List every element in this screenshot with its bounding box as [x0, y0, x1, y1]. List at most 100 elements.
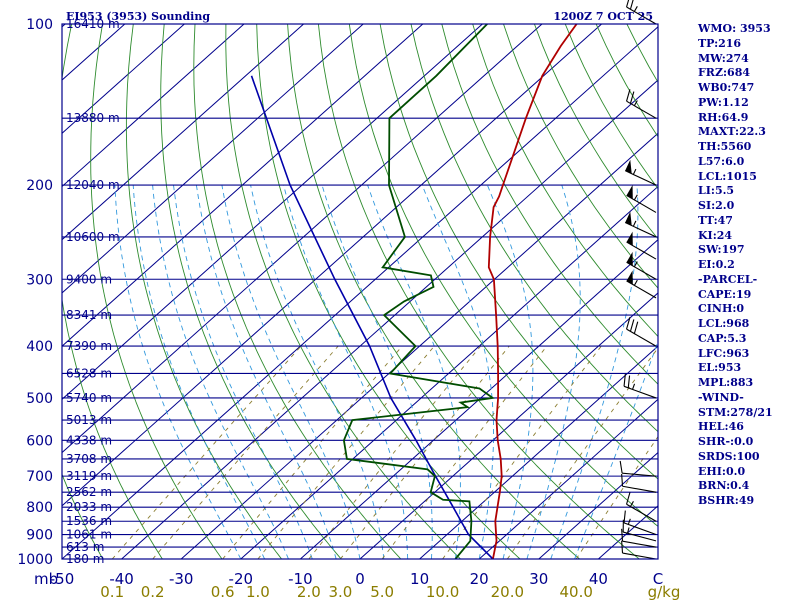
pressure-unit-label: mb: [34, 570, 58, 588]
index-item: SW:197: [698, 243, 745, 257]
stability-indices-panel: WMO: 3953 TP:216 MW:274 FRZ:684 WB0:747 PW:1.…: [698, 22, 798, 509]
isotherm-line: [180, 132, 658, 559]
isotherm-line: [62, 24, 602, 507]
isotherm-line: [62, 26, 658, 559]
temperature-tick-label: 20: [470, 570, 489, 588]
isotherm-line: [62, 24, 483, 401]
index-item: WB0:747: [698, 81, 755, 94]
temperature-tick-label: -10: [288, 570, 313, 588]
temperature-tick-label: -50: [50, 570, 75, 588]
wind-barb-staff: [623, 522, 657, 536]
index-item: -PARCEL-: [698, 272, 758, 286]
wind-barb: [626, 317, 657, 347]
height-label: 16410 m: [66, 17, 120, 31]
isotherm-line: [419, 345, 658, 559]
moist-adiabat-line: [367, 184, 461, 559]
height-label: 2562 m: [66, 485, 112, 499]
height-label: 9400 m: [66, 272, 112, 286]
mixing-ratio-label: 3.0: [328, 583, 352, 600]
height-label: 5740 m: [66, 391, 112, 405]
wind-barb-flag: [633, 321, 639, 334]
height-label: 12040 m: [66, 178, 120, 192]
wind-barb-flag: [626, 89, 631, 102]
moist-adiabat-line: [526, 184, 581, 559]
wind-barb: [626, 89, 657, 119]
wind-barb-half-flag: [627, 518, 631, 525]
wind-barb-half-flag: [629, 501, 634, 507]
mixing-ratio-label: 1.0: [246, 583, 270, 600]
pressure-tick-label: 900: [26, 528, 53, 544]
wind-barb-half-flag: [631, 383, 636, 390]
wind-barb-staff: [623, 385, 657, 399]
wind-barb-staff: [626, 280, 657, 299]
wind-barb-half-flag: [626, 527, 630, 534]
wind-barb: [626, 251, 657, 280]
moist-adiabat-line: [283, 184, 409, 559]
wind-barb: [624, 211, 657, 238]
height-label: 613 m: [66, 540, 104, 554]
wind-barb-staff: [622, 540, 657, 548]
wind-barb-pennant: [626, 251, 633, 266]
pressure-tick-label: 400: [26, 339, 53, 355]
index-item: RH:64.9: [698, 110, 749, 124]
wind-barb-flag: [629, 0, 634, 10]
index-item: BSHR:49: [698, 494, 755, 507]
mixing-ratio-label: 40.0: [560, 583, 593, 600]
isobars: [62, 23, 658, 560]
pressure-tick-label: 700: [26, 469, 53, 485]
height-label: 8341 m: [66, 308, 112, 322]
moist-adiabat-line: [173, 185, 313, 559]
temperature-tick-label: 30: [529, 570, 548, 588]
index-item: SHR-:0.0: [698, 435, 754, 448]
pressure-tick-label: 1000: [17, 552, 53, 568]
wind-barb-flag: [621, 540, 624, 554]
mixing-ratio-line: [111, 345, 302, 559]
temperature-tick-label: 0: [355, 570, 365, 588]
index-item: SI:2.0: [698, 199, 735, 212]
isotherm-line: [62, 24, 364, 294]
wind-barb-flag: [619, 460, 623, 474]
isotherm-line: [240, 185, 658, 559]
height-label: 5013 m: [66, 413, 112, 427]
temperature-tick-label: -30: [169, 570, 194, 588]
index-item: STM:278/21: [698, 405, 773, 419]
wind-barb: [626, 0, 657, 25]
pressure-tick-label: 500: [26, 391, 53, 407]
wind-barb-flag: [626, 0, 630, 8]
observation-time: 1200Z 7 OCT 25: [553, 10, 653, 23]
height-label: 1536 m: [66, 514, 112, 528]
wind-barb: [626, 231, 657, 260]
isotherm-line: [62, 24, 424, 347]
index-item: CAP:5.3: [698, 331, 747, 345]
isotherm-line: [62, 24, 304, 241]
moist-adiabat-line: [132, 185, 266, 559]
wind-barb-staff: [626, 100, 657, 119]
index-item: SRDS:100: [698, 449, 760, 463]
wind-barb-staff: [622, 472, 657, 477]
wind-barb: [621, 540, 657, 560]
wind-barb-half-flag: [632, 220, 637, 227]
wind-barb-pennant: [626, 231, 633, 246]
isotherm-line: [62, 24, 543, 454]
wind-barb-flag: [626, 492, 631, 505]
index-item: EHI:0.0: [698, 464, 746, 478]
wind-barb: [626, 270, 657, 299]
plot-frame: [61, 23, 659, 560]
pressure-tick-label: 300: [26, 272, 53, 288]
isotherm-line: [62, 24, 185, 134]
height-label: 7390 m: [66, 339, 112, 353]
index-item: CAPE:19: [698, 287, 752, 301]
index-item: EI:0.2: [698, 258, 735, 271]
mixing-ratio-line: [222, 345, 403, 559]
pressure-tick-label: 800: [26, 500, 53, 516]
index-item: LCL:1015: [698, 169, 757, 183]
index-item: TH:5560: [698, 140, 752, 153]
wind-barb: [624, 159, 657, 186]
temperature-tick-label: 40: [589, 570, 608, 588]
wind-barb-pennant: [626, 270, 633, 285]
temperature-tick-label: 10: [410, 570, 429, 588]
height-label: 2033 m: [66, 500, 112, 514]
wind-barb: [623, 373, 657, 399]
mixing-ratio-label: 0.2: [141, 583, 165, 600]
index-item: -WIND-: [698, 390, 744, 404]
